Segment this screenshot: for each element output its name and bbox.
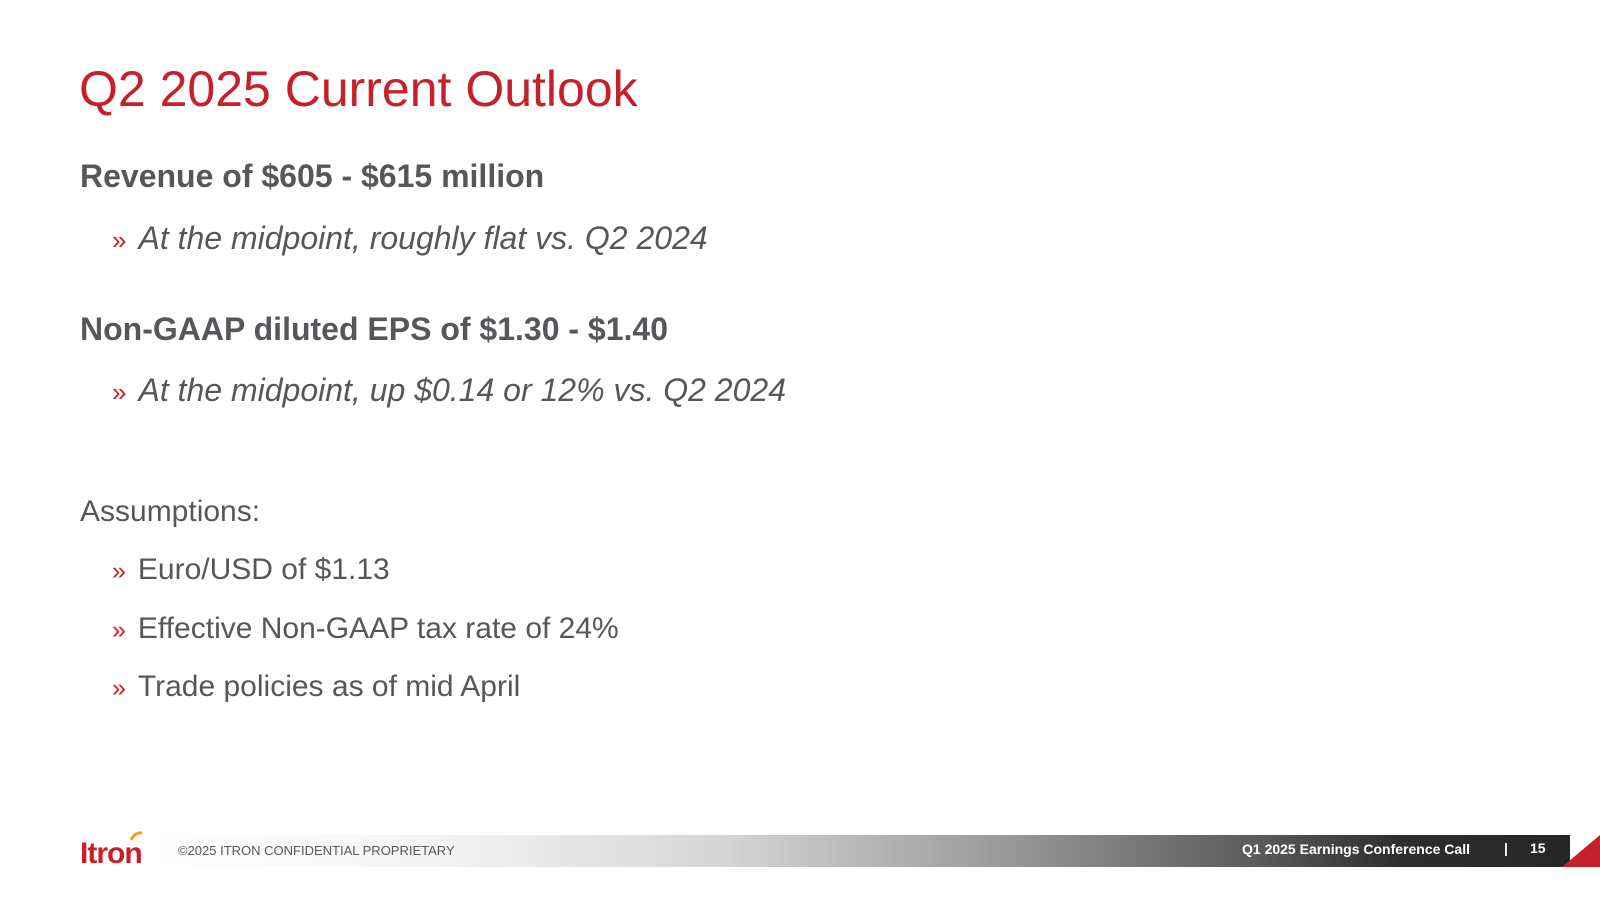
assumption-item: » Trade policies as of mid April (112, 670, 520, 704)
revenue-bullet-text: At the midpoint, roughly flat vs. Q2 202… (138, 220, 708, 256)
assumption-item-text: Effective Non-GAAP tax rate of 24% (137, 612, 619, 645)
eps-bullet: » At the midpoint, up $0.14 or 12% vs. Q… (112, 372, 786, 409)
eps-heading: Non-GAAP diluted EPS of $1.30 - $1.40 (80, 311, 668, 347)
revenue-bullet: » At the midpoint, roughly flat vs. Q2 2… (112, 220, 708, 257)
bullet-marker-icon: » (112, 616, 126, 644)
revenue-heading: Revenue of $605 - $615 million (80, 158, 545, 194)
assumption-item-text: Euro/USD of $1.13 (137, 553, 390, 586)
bullet-marker-icon: » (112, 674, 126, 702)
page-number: 15 (1530, 840, 1546, 856)
bullet-marker-icon: » (112, 225, 127, 255)
assumptions-label: Assumptions: (80, 495, 261, 528)
assumption-item-text: Trade policies as of mid April (137, 670, 521, 703)
event-name: Q1 2025 Earnings Conference Call (1242, 841, 1470, 857)
footer-separator: | (1504, 840, 1508, 856)
assumption-item: » Euro/USD of $1.13 (112, 553, 390, 587)
logo-accent-icon (129, 831, 143, 841)
itron-logo-text: Itron (80, 837, 143, 870)
footer-gradient-bar (150, 835, 1570, 867)
bullet-marker-icon: » (112, 557, 126, 585)
itron-logo: Itron (80, 831, 143, 870)
footer-corner-triangle-icon (1562, 835, 1600, 867)
bullet-marker-icon: » (112, 377, 127, 407)
copyright-notice: ©2025 ITRON CONFIDENTIAL PROPRIETARY (178, 843, 455, 858)
slide-title: Q2 2025 Current Outlook (79, 61, 638, 117)
eps-bullet-text: At the midpoint, up $0.14 or 12% vs. Q2 … (138, 372, 786, 408)
assumption-item: » Effective Non-GAAP tax rate of 24% (112, 612, 619, 646)
